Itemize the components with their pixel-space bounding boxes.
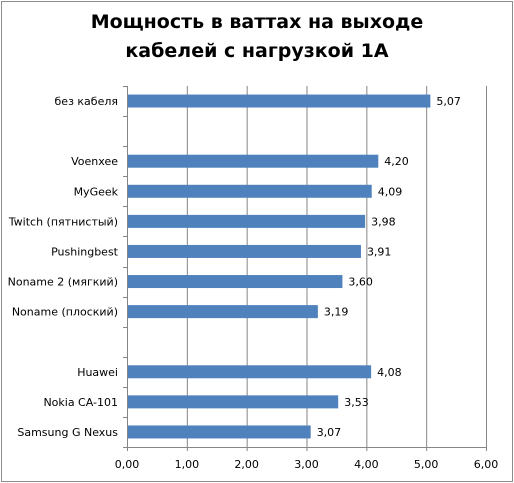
category-label: Samsung G Nexus: [17, 426, 118, 439]
x-tick-label: 0,00: [115, 458, 140, 471]
value-label: 4,09: [378, 185, 403, 198]
value-label: 4,20: [384, 155, 409, 168]
x-tick-label: 5,00: [414, 458, 439, 471]
value-label: 3,91: [367, 245, 392, 258]
value-label: 3,19: [324, 306, 349, 319]
bar: [128, 154, 379, 168]
value-label: 3,60: [348, 276, 373, 289]
category-label: Huawei: [77, 366, 118, 379]
category-label: без кабеля: [55, 95, 118, 108]
x-tick-label: 4,00: [354, 458, 379, 471]
bar: [128, 184, 372, 198]
category-label: Pushingbest: [51, 245, 119, 258]
category-label: Noname (плоский): [12, 306, 118, 319]
x-tick-label: 1,00: [175, 458, 200, 471]
chart-title-line-2: кабелей с нагрузкой 1А: [125, 40, 389, 62]
bar: [128, 365, 372, 379]
value-label: 3,53: [344, 396, 369, 409]
bar: [128, 244, 361, 258]
bar: [128, 214, 366, 228]
x-tick-label: 2,00: [234, 458, 259, 471]
bar: [128, 94, 431, 108]
x-tick-label: 3,00: [294, 458, 319, 471]
chart-title-line-1: Мощность в ваттах на выходе: [90, 11, 424, 33]
value-label: 3,07: [317, 426, 342, 439]
category-label: Nokia CA-101: [43, 396, 118, 409]
category-label: Noname 2 (мягкий): [8, 276, 118, 289]
category-label: MyGeek: [74, 185, 119, 198]
value-label: 4,08: [377, 366, 402, 379]
bar: [128, 395, 339, 409]
category-label: Voenxee: [71, 155, 118, 168]
chart-title: Мощность в ваттах на выходе кабелей с на…: [0, 8, 514, 66]
bar: [128, 275, 343, 289]
bar: [128, 425, 311, 439]
value-label: 3,98: [371, 215, 396, 228]
x-tick-label: 6,00: [474, 458, 499, 471]
bar: [128, 305, 318, 319]
value-label: 5,07: [436, 95, 461, 108]
category-label: Twitch (пятнистый): [8, 215, 118, 228]
